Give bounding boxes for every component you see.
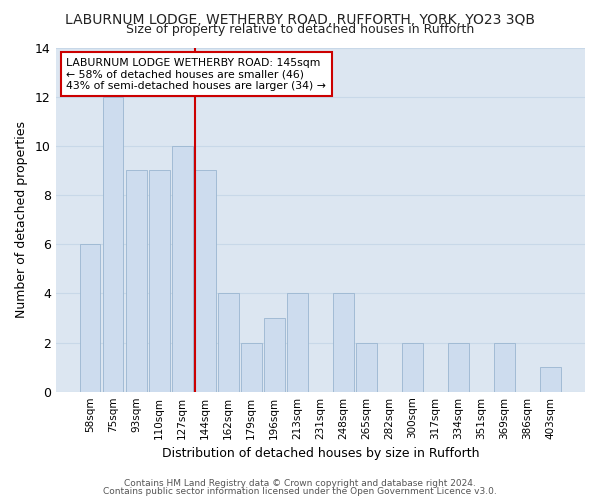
Bar: [448, 342, 469, 392]
Bar: [80, 244, 100, 392]
Y-axis label: Number of detached properties: Number of detached properties: [15, 121, 28, 318]
Bar: [241, 342, 262, 392]
Bar: [103, 96, 124, 392]
Bar: [149, 170, 170, 392]
Bar: [333, 294, 354, 392]
Bar: [402, 342, 423, 392]
Text: LABURNUM LODGE WETHERBY ROAD: 145sqm
← 58% of detached houses are smaller (46)
4: LABURNUM LODGE WETHERBY ROAD: 145sqm ← 5…: [66, 58, 326, 91]
Bar: [494, 342, 515, 392]
Bar: [264, 318, 284, 392]
Text: LABURNUM LODGE, WETHERBY ROAD, RUFFORTH, YORK, YO23 3QB: LABURNUM LODGE, WETHERBY ROAD, RUFFORTH,…: [65, 12, 535, 26]
Bar: [172, 146, 193, 392]
Text: Contains public sector information licensed under the Open Government Licence v3: Contains public sector information licen…: [103, 487, 497, 496]
Text: Size of property relative to detached houses in Rufforth: Size of property relative to detached ho…: [126, 22, 474, 36]
X-axis label: Distribution of detached houses by size in Rufforth: Distribution of detached houses by size …: [161, 447, 479, 460]
Bar: [356, 342, 377, 392]
Text: Contains HM Land Registry data © Crown copyright and database right 2024.: Contains HM Land Registry data © Crown c…: [124, 479, 476, 488]
Bar: [218, 294, 239, 392]
Bar: [287, 294, 308, 392]
Bar: [195, 170, 215, 392]
Bar: [126, 170, 146, 392]
Bar: [540, 367, 561, 392]
